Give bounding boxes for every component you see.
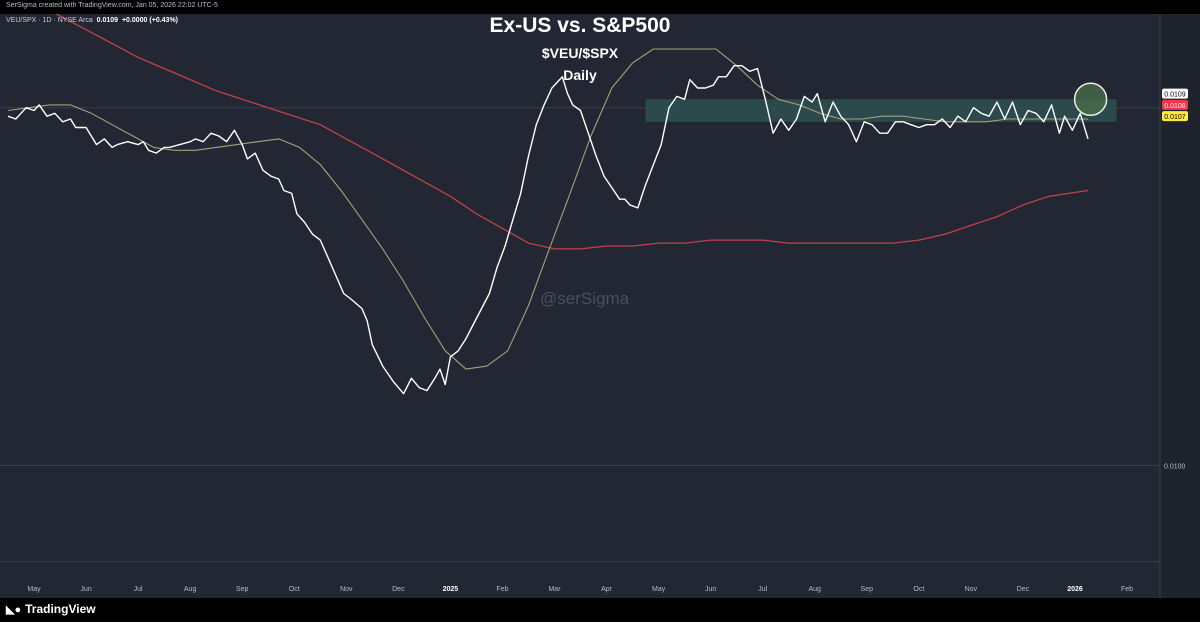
x-tick-label: Dec [1017,586,1030,593]
x-tick-label: May [652,586,666,593]
chart-subtitle: $VEU/$SPX [541,45,619,61]
price-badge-label: 0.0107 [1164,114,1186,121]
x-tick-label: Sep [861,586,874,593]
x-tick-label: Jul [758,586,767,593]
tradingview-logo-icon: ◣● [6,604,22,616]
tradingview-brand: TradingView [25,602,96,616]
price-badge-ma-long [1162,99,1188,110]
x-tick-label: Feb [1121,586,1133,593]
symbol-legend: VEU/SPX · 1D · NYSE Arca 0.0109 +0.0000 … [6,17,178,24]
x-tick-label: Jun [80,586,91,593]
price-badge-price [1162,88,1188,99]
x-tick-label: Aug [809,586,822,593]
change-value: +0.0000 (+0.43%) [121,17,178,24]
series-ma-long [54,14,1089,250]
top-bar: SerSigma created with TradingView.com, J… [0,0,1200,14]
creator-attribution: SerSigma created with TradingView.com, J… [6,2,218,9]
x-tick-label: Feb [496,586,508,593]
x-tick-label: Nov [965,586,978,593]
x-tick-label: Nov [340,586,353,593]
x-tick-label: May [27,586,41,593]
x-tick-label: Oct [913,586,924,593]
symbol-description[interactable]: VEU/SPX · 1D · NYSE Arca [6,17,93,24]
x-tick-label: Jun [705,586,716,593]
last-value: 0.0109 [96,17,119,24]
series-price [7,65,1089,395]
chart-title: Ex-US vs. S&P500 [489,14,671,37]
y-tick-label: 0.0100 [1164,464,1186,471]
x-tick-label: Aug [184,586,197,593]
x-tick-label: Mar [548,586,561,593]
tradingview-logo[interactable]: ◣● TradingView [6,602,96,616]
x-tick-label: Oct [289,586,300,593]
chart-timeframe: Daily [563,67,597,83]
price-badge-label: 0.0109 [1164,92,1186,99]
x-tick-label: Jul [134,586,143,593]
highlight-circle [1073,82,1108,117]
price-badge-label: 0.0108 [1164,103,1186,110]
series-ma-short [7,48,1088,370]
x-tick-label: 2026 [1067,586,1083,593]
x-tick-label: Sep [236,586,249,593]
watermark: @serSigma [540,289,630,308]
price-badge-ma-short [1162,111,1188,122]
x-tick-label: Apr [601,586,613,593]
x-tick-label: 2025 [443,586,459,593]
bottom-bar [0,598,1200,622]
x-tick-label: Dec [392,586,405,593]
